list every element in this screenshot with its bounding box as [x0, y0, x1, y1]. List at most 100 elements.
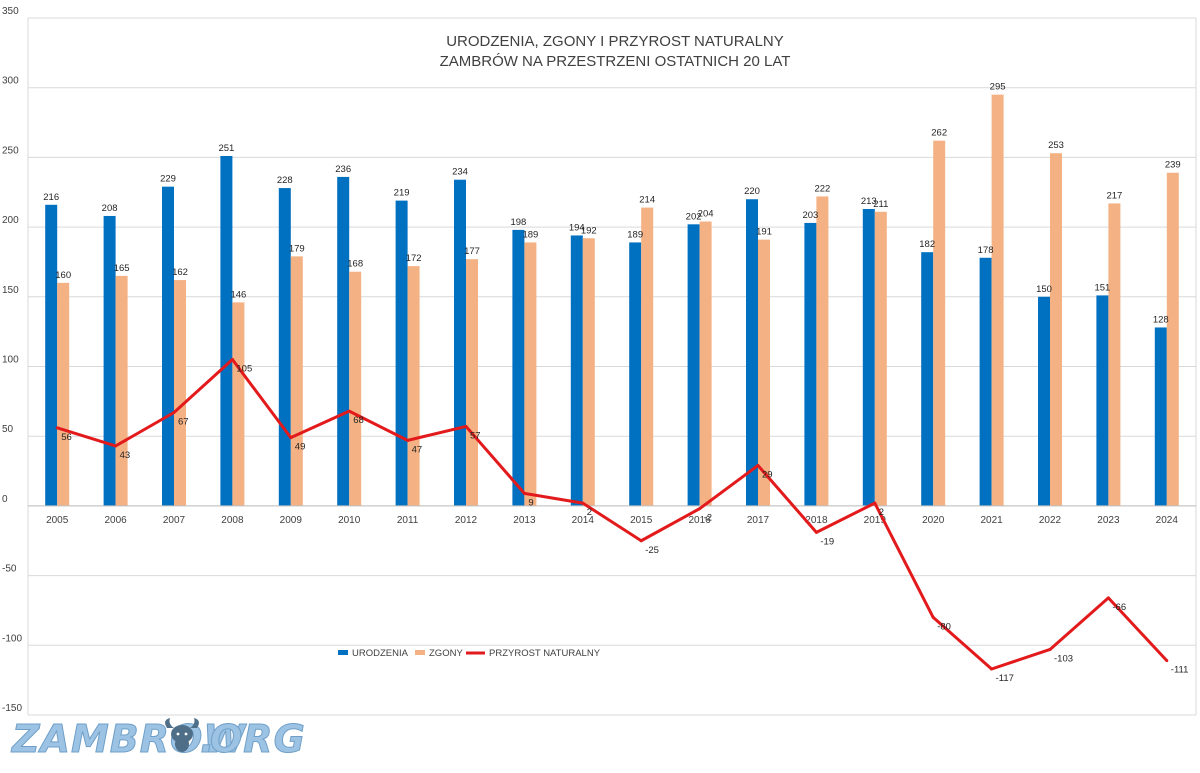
bar-urodzenia	[278, 188, 291, 506]
bar-urodzenia	[395, 200, 408, 506]
data-label-urodzenia: 150	[1036, 284, 1052, 295]
bar-zgony	[641, 207, 654, 506]
data-label-urodzenia: 216	[43, 192, 59, 203]
bar-zgony	[1050, 153, 1062, 506]
data-label-przyrost: 2	[587, 507, 592, 518]
data-label-urodzenia: 208	[102, 203, 118, 214]
data-label-zgony: 211	[873, 199, 888, 210]
point-przyrost	[230, 358, 234, 362]
x-tick-label: 2019	[864, 515, 887, 526]
data-label-zgony: 191	[756, 227, 772, 238]
point-przyrost	[347, 409, 351, 413]
data-label-zgony: 160	[55, 270, 71, 281]
legend-swatch-zgony	[415, 650, 425, 655]
data-label-urodzenia: 202	[686, 211, 702, 222]
data-label-zgony: 217	[1106, 190, 1122, 201]
data-label-urodzenia: 236	[335, 164, 351, 175]
bar-zgony	[290, 256, 303, 506]
data-label-urodzenia: 182	[919, 239, 935, 250]
point-przyrost	[814, 530, 818, 534]
point-przyrost	[522, 491, 526, 495]
bar-zgony	[57, 282, 70, 506]
point-przyrost	[581, 501, 585, 505]
bar-urodzenia	[512, 229, 525, 506]
y-tick-label: 50	[2, 424, 14, 435]
x-tick-label: 2018	[805, 515, 828, 526]
data-label-zgony: 204	[698, 209, 714, 220]
data-label-urodzenia: 151	[1094, 282, 1110, 293]
data-label-urodzenia: 203	[802, 210, 818, 221]
data-label-zgony: 189	[522, 229, 538, 240]
x-tick-label: 2024	[1156, 515, 1179, 526]
bar-zgony	[816, 196, 829, 506]
y-tick-label: 250	[2, 145, 19, 156]
point-przyrost	[873, 501, 877, 505]
data-label-zgony: 172	[406, 253, 422, 264]
point-przyrost	[114, 444, 118, 448]
bar-urodzenia	[1096, 295, 1109, 506]
bar-zgony	[991, 94, 1004, 506]
data-label-zgony: 192	[581, 225, 597, 236]
bar-zgony	[1108, 203, 1121, 506]
bar-urodzenia	[921, 252, 934, 506]
data-label-zgony: 262	[931, 128, 947, 139]
bar-zgony	[582, 238, 595, 506]
point-przyrost	[1106, 596, 1110, 600]
point-przyrost	[990, 667, 994, 671]
data-label-przyrost: -80	[937, 621, 951, 632]
data-label-przyrost: 43	[120, 450, 131, 461]
data-labels: 2161602081652291622511462281792361682191…	[43, 82, 1188, 684]
data-label-przyrost: 29	[762, 469, 773, 480]
chart-title: URODZENIA, ZGONY I PRZYROST NATURALNY ZA…	[440, 33, 791, 70]
y-tick-label: 350	[2, 6, 19, 17]
data-label-zgony: 222	[814, 183, 830, 194]
bar-urodzenia	[570, 235, 583, 506]
bar-zgony	[407, 266, 420, 506]
data-label-urodzenia: 229	[160, 174, 176, 185]
point-przyrost	[1165, 659, 1169, 663]
bar-zgony	[699, 221, 712, 506]
data-label-zgony: 253	[1048, 140, 1064, 151]
bar-zgony	[524, 242, 537, 506]
y-tick-label: -100	[2, 633, 22, 644]
data-label-przyrost: -117	[996, 673, 1014, 684]
legend-label-urodzenia: URODZENIA	[352, 648, 409, 659]
legend-swatch-urodzenia	[338, 650, 348, 655]
bar-urodzenia	[337, 176, 350, 506]
point-przyrost	[639, 539, 643, 543]
bar-urodzenia	[220, 156, 233, 506]
data-label-przyrost: 68	[353, 415, 364, 426]
bar-zgony	[466, 259, 478, 506]
legend: URODZENIA ZGONY PRZYROST NATURALNY	[338, 648, 601, 659]
chart-title-line-2: ZAMBRÓW NA PRZESTRZENI OSTATNICH 20 LAT	[440, 53, 791, 70]
data-label-przyrost: 2	[879, 507, 884, 518]
y-axis: -150 -100 -50 0 50 100 150 200 250 300 350	[2, 6, 22, 714]
data-label-zgony: 295	[990, 82, 1006, 93]
data-label-urodzenia: 228	[277, 175, 293, 186]
x-axis: 2005 2006 2007 2008 2009 2010 2011 2012 2013 2014…	[46, 515, 1178, 526]
data-label-przyrost: -66	[1112, 602, 1126, 613]
data-label-przyrost: -25	[645, 545, 659, 556]
bar-urodzenia	[804, 222, 817, 506]
bar-zgony	[933, 140, 946, 506]
bar-zgony	[758, 239, 770, 506]
x-tick-label: 2005	[46, 515, 69, 526]
x-tick-label: 2016	[688, 515, 711, 526]
bar-zgony	[874, 211, 887, 506]
watermark-dot: .	[200, 717, 215, 761]
data-label-przyrost: -2	[704, 513, 712, 524]
data-label-zgony: 239	[1165, 160, 1181, 171]
data-label-przyrost: 67	[178, 417, 189, 428]
watermark: ZAMBROW . ORG	[11, 717, 306, 762]
x-tick-label: 2010	[338, 515, 361, 526]
bar-zgony	[232, 302, 245, 506]
bar-urodzenia	[1038, 296, 1050, 506]
bar-zgony	[1166, 172, 1179, 506]
bar-urodzenia	[45, 204, 58, 506]
x-tick-label: 2009	[280, 515, 303, 526]
bar-urodzenia	[862, 208, 875, 506]
data-label-urodzenia: 220	[744, 186, 760, 197]
data-label-urodzenia: 178	[978, 245, 994, 256]
y-tick-label: 300	[2, 76, 19, 87]
